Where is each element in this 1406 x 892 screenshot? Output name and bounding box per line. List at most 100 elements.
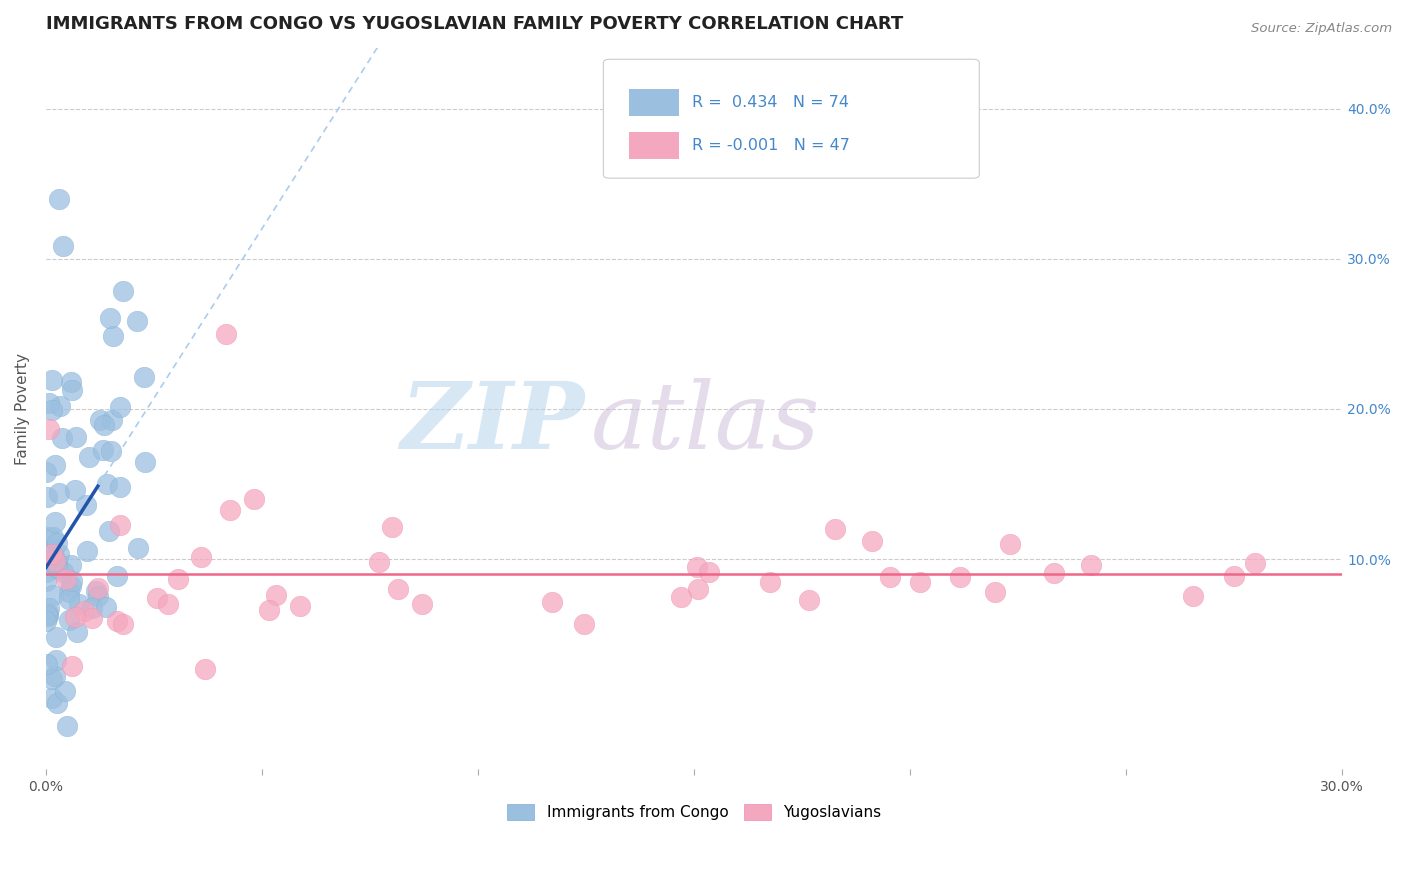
Text: ZIP: ZIP: [399, 378, 583, 468]
Point: [44, 458, 66, 473]
Point: [38, 421, 60, 435]
Point: [41, 402, 63, 417]
Point: [46, 697, 69, 711]
Point: [35, 614, 58, 628]
Point: [35, 466, 58, 480]
Point: [759, 575, 782, 590]
Point: [1244, 556, 1267, 570]
Point: [134, 369, 156, 384]
Point: [288, 599, 311, 613]
Point: [44, 653, 66, 667]
Point: [55, 572, 77, 586]
Point: [41, 672, 63, 686]
Y-axis label: Family Poverty: Family Poverty: [15, 353, 30, 465]
Point: [84, 583, 107, 598]
Point: [167, 572, 190, 586]
Point: [860, 533, 883, 548]
FancyBboxPatch shape: [603, 59, 980, 178]
Point: [38, 395, 60, 409]
Point: [93, 417, 115, 432]
Point: [52, 566, 75, 580]
Point: [44, 669, 66, 683]
Point: [1181, 589, 1204, 603]
Point: [58, 585, 80, 599]
Point: [42, 588, 65, 602]
Point: [243, 491, 266, 506]
Point: [56, 719, 79, 733]
Point: [108, 518, 131, 533]
Point: [49, 400, 72, 414]
Point: [368, 555, 391, 569]
Point: [146, 591, 169, 605]
Point: [219, 503, 242, 517]
Point: [35, 491, 58, 505]
Point: [125, 314, 148, 328]
Point: [1000, 537, 1022, 551]
Point: [79, 450, 101, 464]
Point: [76, 544, 98, 558]
Point: [98, 524, 121, 538]
Point: [387, 582, 409, 597]
Point: [58, 613, 80, 627]
Point: [41, 547, 63, 561]
Point: [574, 617, 596, 632]
Point: [101, 328, 124, 343]
Point: [127, 541, 149, 555]
Point: [66, 625, 89, 640]
Point: [60, 574, 83, 588]
Point: [105, 569, 128, 583]
Point: [86, 581, 108, 595]
Point: [824, 522, 846, 536]
Point: [190, 549, 212, 564]
Point: [215, 326, 238, 341]
Point: [63, 610, 86, 624]
Point: [73, 604, 96, 618]
Text: Source: ZipAtlas.com: Source: ZipAtlas.com: [1251, 22, 1392, 36]
Point: [39, 542, 62, 557]
Point: [37, 606, 59, 620]
Text: IMMIGRANTS FROM CONGO VS YUGOSLAVIAN FAMILY POVERTY CORRELATION CHART: IMMIGRANTS FROM CONGO VS YUGOSLAVIAN FAM…: [46, 15, 903, 33]
Point: [686, 560, 709, 574]
Point: [51, 432, 73, 446]
Point: [94, 599, 117, 614]
Point: [65, 430, 87, 444]
Point: [105, 615, 128, 629]
Point: [908, 574, 931, 589]
Point: [38, 530, 60, 544]
Point: [669, 590, 692, 604]
Point: [80, 610, 103, 624]
Point: [98, 311, 121, 326]
Point: [59, 558, 82, 572]
Point: [1080, 558, 1102, 572]
Point: [75, 498, 97, 512]
Point: [80, 601, 103, 615]
FancyBboxPatch shape: [630, 132, 679, 160]
Point: [52, 238, 75, 252]
Point: [984, 584, 1007, 599]
Point: [37, 609, 59, 624]
Point: [381, 520, 404, 534]
Point: [42, 530, 65, 544]
Point: [108, 480, 131, 494]
Point: [45, 561, 67, 575]
Point: [35, 565, 58, 579]
Point: [257, 602, 280, 616]
Point: [157, 597, 180, 611]
Point: [112, 285, 135, 299]
Point: [45, 630, 67, 644]
Point: [879, 570, 901, 584]
Point: [38, 600, 60, 615]
Point: [45, 536, 67, 550]
Point: [797, 592, 820, 607]
Point: [35, 607, 58, 622]
Point: [100, 444, 122, 458]
Point: [37, 657, 59, 672]
Point: [541, 595, 564, 609]
Point: [60, 579, 83, 593]
Point: [697, 565, 720, 579]
Point: [41, 373, 63, 387]
Point: [48, 192, 70, 206]
Point: [41, 690, 63, 705]
Point: [46, 556, 69, 570]
Point: [48, 486, 70, 500]
